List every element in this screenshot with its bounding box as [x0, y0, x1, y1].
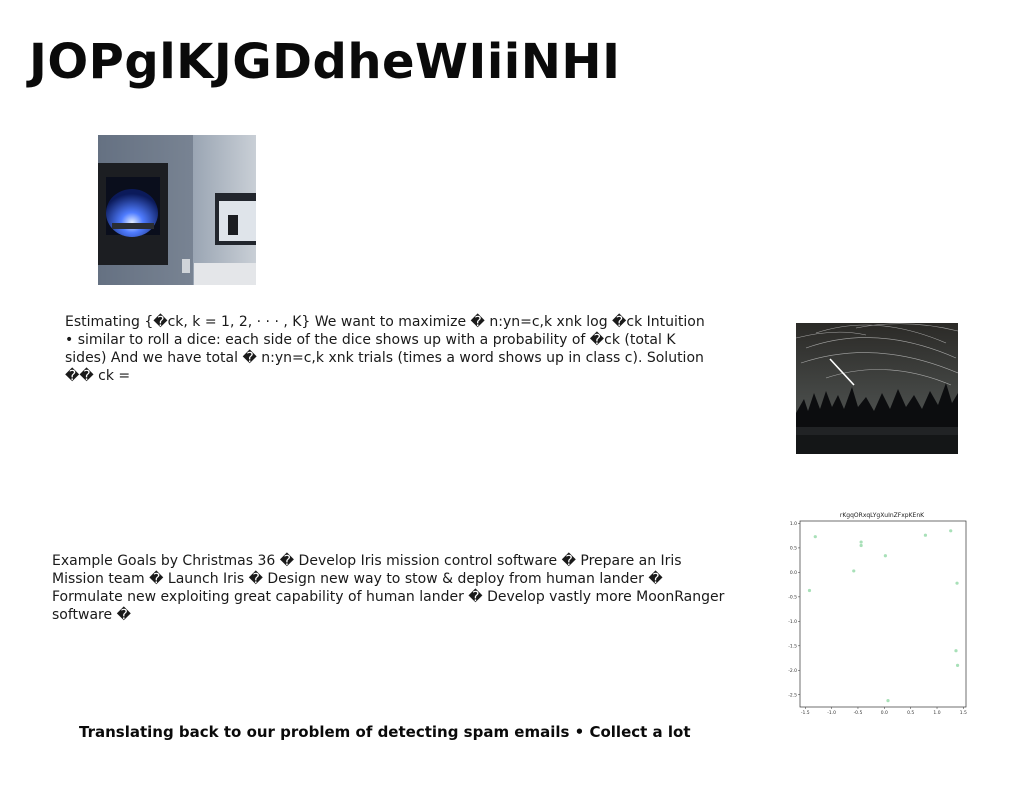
scatter-point: [807, 588, 812, 593]
scatter-plot: rKgqORxqLYgXuInZFxpKEnK -1.5 -1.0 -0.5 0.0 0…: [782, 508, 972, 716]
x-tick-label: -1.5: [801, 710, 810, 714]
y-tick-label: -1.5: [788, 643, 797, 649]
x-tick-label: 0.5: [907, 710, 914, 714]
x-tick-label: 1.5: [960, 710, 967, 714]
scatter-point: [852, 569, 856, 573]
y-tick-label: 0.0: [790, 570, 797, 576]
y-tick-label: 1.0: [790, 521, 797, 527]
y-tick-label: 0.5: [790, 545, 797, 551]
x-tick-label: 0.0: [881, 710, 888, 714]
x-tick-label: -1.0: [827, 710, 836, 714]
star-trails-image: [796, 323, 958, 454]
x-tick-label: 1.0: [933, 710, 940, 714]
scatter-point: [954, 649, 958, 653]
y-tick-label: -0.5: [788, 594, 797, 600]
scatter-point: [813, 535, 817, 539]
scatter-point: [949, 529, 953, 533]
body-paragraph-example-goals: Example Goals by Christmas 36 � Develop …: [52, 553, 725, 623]
scatter-point: [859, 540, 863, 544]
y-tick-label: -2.5: [788, 692, 797, 698]
chart-title: rKgqORxqLYgXuInZFxpKEnK: [840, 512, 925, 519]
scatter-point: [883, 554, 887, 558]
slide-title: JOPglKJGDdheWIiiNHI: [29, 34, 621, 90]
scatter-point: [955, 663, 960, 667]
plot-frame: [799, 520, 967, 708]
scatter-point: [923, 533, 928, 537]
y-tick-label: -2.0: [788, 668, 797, 674]
scatter-point: [955, 581, 959, 585]
scatter-point: [859, 543, 863, 548]
y-tick-label: -1.0: [788, 619, 797, 625]
body-paragraph-estimating: Estimating {�ck, k = 1, 2, · · · , K} We…: [65, 314, 705, 384]
x-tick-label: -0.5: [854, 710, 863, 714]
scatter-point: [886, 699, 890, 703]
body-paragraph-spam: Translating back to our problem of detec…: [79, 723, 691, 741]
fireplace-image: [98, 135, 256, 285]
